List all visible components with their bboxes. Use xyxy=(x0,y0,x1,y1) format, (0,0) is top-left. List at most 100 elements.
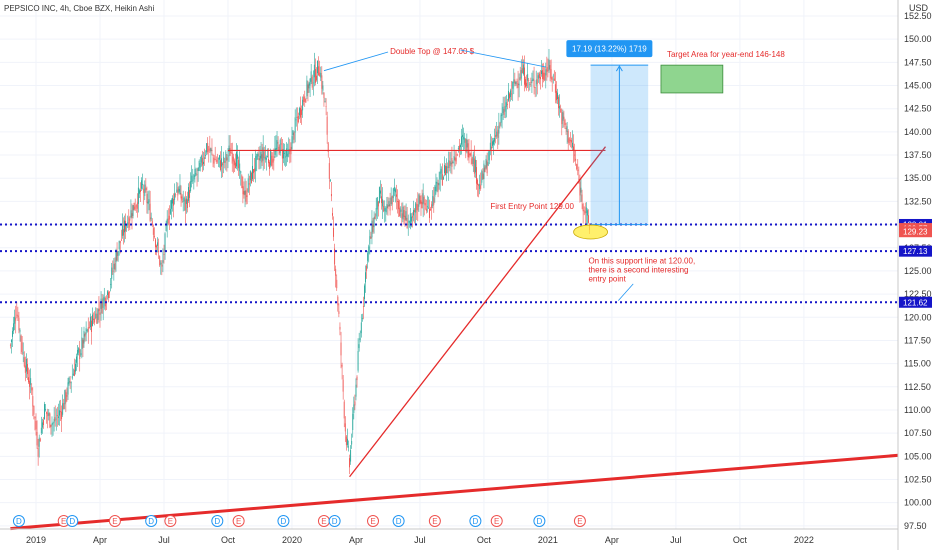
candle-body xyxy=(181,196,183,201)
dividend-marker[interactable] xyxy=(66,515,79,527)
candle-body xyxy=(249,171,251,181)
dividend-marker[interactable] xyxy=(392,515,405,527)
candle-body xyxy=(442,177,444,180)
candle-body xyxy=(60,411,61,413)
candle-body xyxy=(69,381,71,383)
x-tick-label: Apr xyxy=(93,535,107,545)
candle-body xyxy=(169,208,171,214)
earnings-marker[interactable] xyxy=(367,515,380,527)
candle-body xyxy=(80,353,82,355)
earnings-marker[interactable] xyxy=(490,515,503,527)
candle-body xyxy=(76,356,77,363)
candle-body xyxy=(490,146,492,149)
support-note-arrow xyxy=(618,283,634,301)
earnings-marker[interactable] xyxy=(164,515,177,527)
candle-body xyxy=(338,311,340,314)
candle-body xyxy=(254,168,256,172)
dividend-marker[interactable] xyxy=(277,515,290,527)
candle-body xyxy=(220,160,221,170)
price-axis-panel[interactable] xyxy=(898,0,932,550)
candle-body xyxy=(399,207,401,217)
target-area-box[interactable] xyxy=(660,64,724,94)
candle-body xyxy=(18,317,20,331)
candle-body xyxy=(36,431,38,446)
candle-body xyxy=(188,187,189,201)
candle-body xyxy=(227,155,229,157)
candle-body xyxy=(421,201,423,209)
candle-body xyxy=(529,83,531,85)
x-tick-label: Oct xyxy=(733,535,748,545)
earnings-marker[interactable] xyxy=(573,515,586,527)
candle-body xyxy=(83,331,85,344)
dividend-marker[interactable] xyxy=(328,515,341,527)
candle-body xyxy=(233,160,235,166)
candle-body xyxy=(226,157,228,161)
candle-body xyxy=(372,224,374,232)
candle-body xyxy=(322,85,324,91)
candle-body xyxy=(172,197,173,204)
candle-body xyxy=(479,184,481,190)
dividend-marker-label: D xyxy=(148,517,154,526)
candle-body xyxy=(510,90,512,98)
candle-body xyxy=(466,139,468,148)
projection-label-box xyxy=(566,40,653,58)
entry-point-highlight[interactable] xyxy=(573,224,608,240)
dividend-marker[interactable] xyxy=(211,515,224,527)
dividend-marker[interactable] xyxy=(12,515,25,527)
candle-body xyxy=(384,208,386,212)
candle-body xyxy=(538,73,540,79)
long-term-trendline[interactable] xyxy=(10,451,932,531)
candle-body xyxy=(336,279,338,289)
dividend-marker-label: D xyxy=(332,517,338,526)
candle-body xyxy=(494,137,496,142)
candle-body xyxy=(92,314,93,326)
candle-body xyxy=(549,65,551,70)
level-price-tag: 127.13 xyxy=(903,247,928,256)
candle-body xyxy=(234,162,236,169)
x-tick-label: Oct xyxy=(221,535,236,545)
candle-body xyxy=(277,142,279,144)
candle-body xyxy=(468,151,470,159)
candle-body xyxy=(54,417,56,422)
level-price-tag-box xyxy=(899,245,932,257)
candle-body xyxy=(480,185,482,189)
dividend-marker[interactable] xyxy=(145,515,158,527)
earnings-marker[interactable] xyxy=(428,515,441,527)
dividend-marker-label: D xyxy=(69,517,75,526)
candle-body xyxy=(257,153,259,157)
candle-body xyxy=(29,380,31,387)
candle-body xyxy=(98,308,100,312)
candle-body xyxy=(229,147,231,156)
candle-body xyxy=(524,67,525,85)
candle-body xyxy=(505,102,507,107)
candle-body xyxy=(294,117,296,133)
y-tick-label: 107.50 xyxy=(904,428,932,438)
candle-body xyxy=(551,77,553,80)
candle-body xyxy=(75,364,76,372)
dividend-marker[interactable] xyxy=(533,515,546,527)
dividend-marker[interactable] xyxy=(469,515,482,527)
candle-body xyxy=(162,260,164,263)
candle-body xyxy=(128,217,130,228)
candle-body xyxy=(454,157,456,161)
candle-body xyxy=(348,446,349,448)
candle-body xyxy=(374,216,376,220)
candle-body xyxy=(110,284,112,285)
candle-body xyxy=(175,194,177,196)
candle-body xyxy=(99,312,101,315)
candle-body xyxy=(341,364,343,367)
candle-body xyxy=(174,193,176,200)
candle-body xyxy=(557,92,558,100)
earnings-marker-label: E xyxy=(61,517,66,526)
candle-body xyxy=(574,154,576,156)
candle-body xyxy=(15,318,17,321)
support-trendline[interactable] xyxy=(349,146,607,478)
candle-body xyxy=(183,197,185,202)
candle-body xyxy=(378,187,380,203)
earnings-marker[interactable] xyxy=(232,515,245,527)
candle-body xyxy=(335,268,337,276)
candle-body xyxy=(577,169,579,171)
earnings-marker[interactable] xyxy=(108,515,121,527)
candle-body xyxy=(383,205,385,212)
